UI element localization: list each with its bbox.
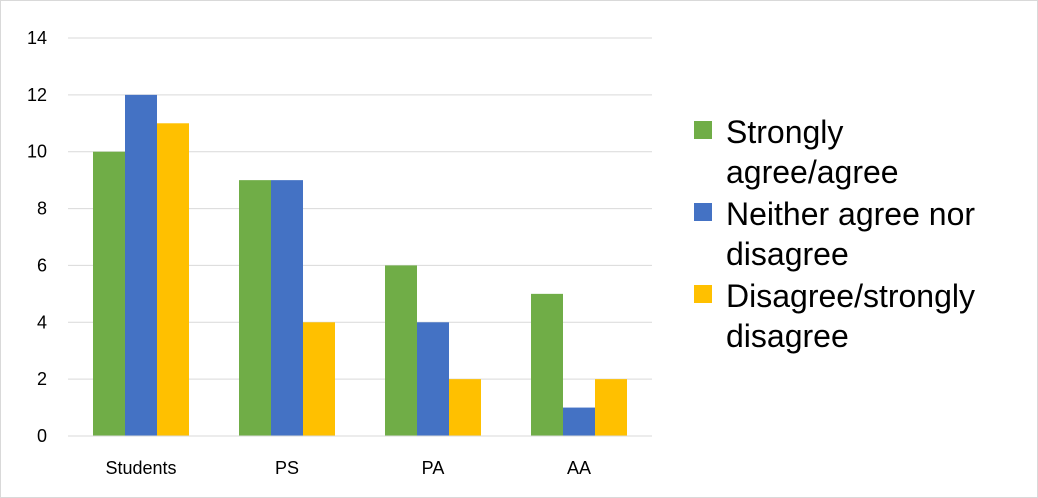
legend-swatch	[694, 121, 712, 139]
legend-item: Neither agree nor disagree	[694, 196, 975, 272]
y-tick-label: 12	[27, 85, 47, 105]
y-tick-label: 14	[27, 28, 47, 48]
x-category-label: PA	[422, 458, 445, 478]
bar	[303, 322, 335, 436]
bar	[125, 94, 157, 436]
bars	[93, 94, 627, 437]
legend-label: Neither agree nor disagree	[726, 196, 975, 272]
x-category-label: AA	[567, 458, 591, 478]
y-tick-label: 10	[27, 142, 47, 162]
y-tick-label: 0	[37, 426, 47, 446]
legend-label: Strongly agree/agree	[726, 114, 899, 190]
bar	[385, 265, 417, 436]
bar	[417, 322, 449, 436]
bar	[157, 123, 189, 437]
legend-item: Strongly agree/agree	[694, 114, 899, 190]
bar	[563, 407, 595, 436]
x-category-label: PS	[275, 458, 299, 478]
legend-item: Disagree/strongly disagree	[694, 278, 975, 354]
legend-swatch	[694, 285, 712, 303]
bar	[595, 379, 627, 436]
y-tick-label: 4	[37, 312, 47, 332]
bar	[271, 180, 303, 436]
y-tick-label: 6	[37, 255, 47, 275]
bar	[239, 180, 271, 436]
bar	[531, 293, 563, 436]
bar	[449, 379, 481, 436]
x-axis-category-labels: Students PS PA AA	[105, 458, 591, 478]
y-axis-tick-labels: 0 2 4 6 8 10 12 14	[27, 28, 47, 446]
bar	[93, 151, 125, 436]
x-category-label: Students	[105, 458, 176, 478]
legend-label: Disagree/strongly disagree	[726, 278, 975, 354]
y-tick-label: 8	[37, 199, 47, 219]
legend-swatch	[694, 203, 712, 221]
y-tick-label: 2	[37, 369, 47, 389]
